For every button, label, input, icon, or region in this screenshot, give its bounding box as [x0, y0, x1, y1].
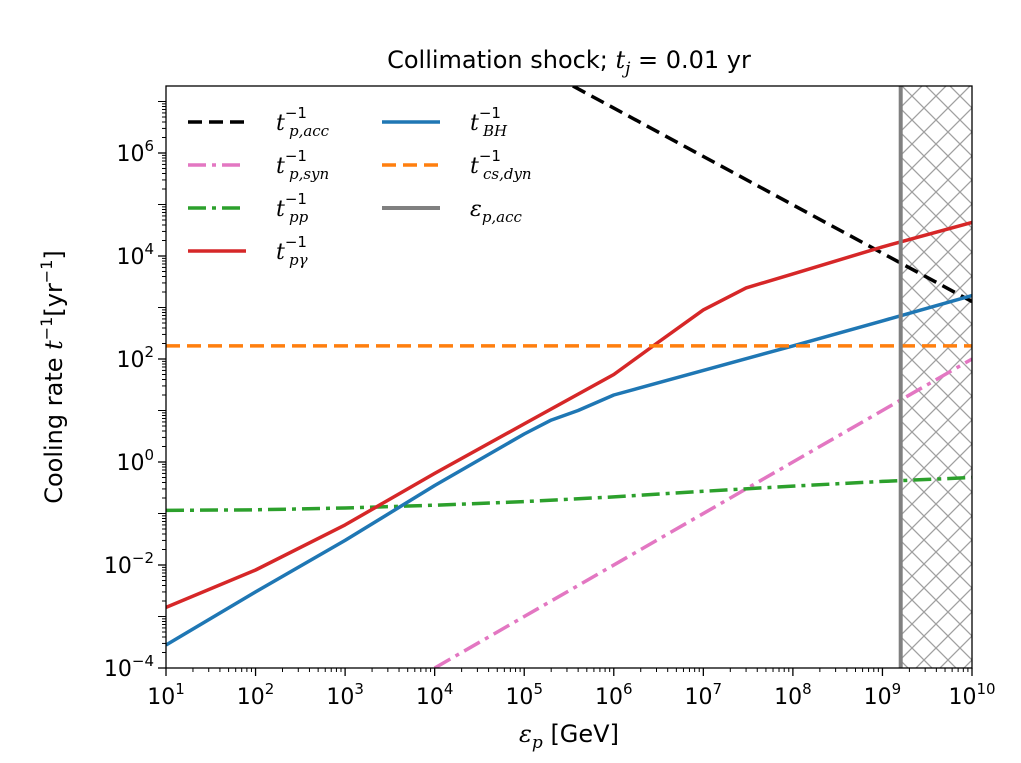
x-tick-label-4: 105	[505, 680, 543, 710]
series-line-3	[166, 220, 972, 610]
y-tick-label-3: 102	[116, 343, 154, 373]
legend-label-4: t−1 BH	[470, 104, 508, 140]
series-line-4	[166, 293, 972, 647]
x-axis-label: εp [GeV]	[519, 720, 619, 753]
legend-label-5: t−1 cs,dyn	[470, 147, 532, 183]
series-line-1	[433, 357, 972, 668]
y-tick-label-4: 104	[116, 240, 154, 270]
plot-frame	[165, 85, 973, 669]
legend-label-0: t−1 p,acc	[276, 104, 330, 140]
x-tick-label-6: 107	[685, 680, 723, 710]
legend: t−1 p,acc t−1 p,syn t−1 pp t−1 pγ t−1 BH t−1 cs,dyn…	[188, 104, 532, 269]
series-line-0	[572, 86, 972, 304]
legend-label-2: t−1 pp	[276, 190, 309, 226]
y-tick-label-2: 100	[116, 446, 154, 476]
x-tick-label-9: 1010	[948, 680, 995, 710]
x-tick-label-3: 104	[416, 680, 454, 710]
legend-label-1: t−1 p,syn	[276, 147, 329, 183]
x-tick-label-1: 102	[237, 680, 275, 710]
series-line-2	[166, 475, 972, 513]
legend-label-3: t−1 pγ	[276, 233, 308, 269]
x-tick-label-8: 109	[864, 680, 902, 710]
x-tick-label-2: 103	[326, 680, 364, 710]
x-tick-label-0: 101	[147, 680, 185, 710]
y-tick-label-0: 10−4	[104, 652, 154, 682]
chart-title: Collimation shock; tj = 0.01 yr	[387, 46, 751, 79]
x-tick-label-7: 108	[774, 680, 812, 710]
x-tick-label-5: 106	[595, 680, 633, 710]
y-axis-label: Cooling rate t−1[yr−1]	[37, 250, 68, 504]
acceleration-limit-hatch	[900, 86, 972, 668]
hatched-region	[900, 86, 972, 668]
y-tick-label-1: 10−2	[104, 549, 154, 579]
legend-label-6: εp,acc	[470, 197, 523, 226]
y-tick-label-5: 106	[116, 137, 154, 167]
